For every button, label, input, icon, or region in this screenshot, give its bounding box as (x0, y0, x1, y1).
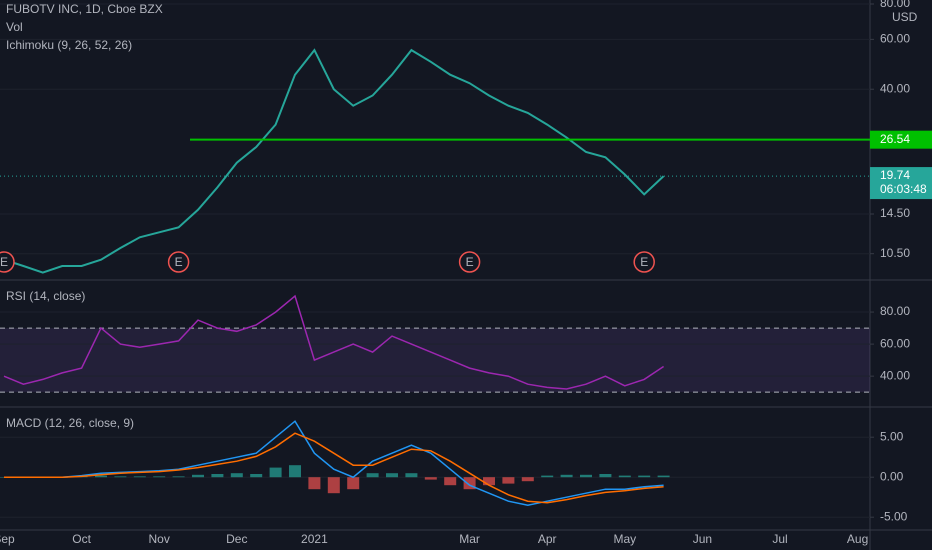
last-price-label: 19.74 (880, 168, 910, 182)
y-tick-label: 40.00 (880, 368, 910, 382)
histogram-bar (444, 477, 457, 486)
histogram-bar (230, 473, 243, 478)
histogram-bar (386, 473, 398, 478)
x-tick-label: Dec (226, 532, 247, 546)
histogram-bar (133, 476, 146, 478)
countdown-label: 06:03:48 (880, 182, 927, 196)
y-tick-label: 10.50 (880, 246, 910, 260)
y-tick-label: 14.50 (880, 206, 910, 220)
histogram-bar (618, 475, 631, 478)
series-line (3, 294, 665, 390)
histogram-bar (405, 473, 418, 478)
histogram-bar (172, 476, 185, 478)
y-tick-label: -5.00 (880, 509, 908, 523)
rsi-band (0, 328, 870, 393)
y-tick-label: 80.00 (880, 0, 910, 10)
histogram-bar (250, 474, 263, 478)
y-tick-label: 40.00 (880, 81, 910, 95)
y-tick-label: 5.00 (880, 429, 904, 443)
pane-title: RSI (14, close) (6, 289, 85, 303)
pane-subtitle: Ichimoku (9, 26, 52, 26) (6, 38, 132, 52)
series-line (4, 420, 664, 506)
event-marker (458, 251, 481, 273)
histogram-bar (541, 475, 554, 478)
y-tick-label: 60.00 (880, 336, 910, 350)
histogram-bar (95, 475, 107, 478)
x-tick-label: Apr (538, 532, 557, 546)
y-tick-label: 60.00 (880, 32, 910, 46)
last-price-box (870, 167, 932, 200)
hline-label: 26.54 (880, 132, 910, 146)
event-marker (0, 251, 15, 273)
histogram-bar (347, 477, 360, 490)
histogram-bar (638, 475, 651, 478)
pane-title: MACD (12, 26, close, 9) (6, 416, 134, 430)
histogram-bar (502, 477, 515, 484)
pane-subtitle: Vol (6, 20, 23, 34)
histogram-bar (424, 477, 437, 480)
histogram-bar (153, 476, 166, 478)
x-tick-label: Oct (72, 532, 91, 546)
event-label: E (466, 255, 474, 269)
event-marker (633, 251, 655, 273)
histogram-bar (657, 475, 670, 478)
x-tick-label: Aug (847, 532, 868, 546)
x-tick-label: Jun (693, 532, 712, 546)
histogram-bar (289, 465, 301, 478)
event-label: E (640, 255, 648, 269)
event-label: E (0, 255, 8, 269)
x-tick-label: Nov (149, 532, 170, 546)
histogram-bar (483, 477, 495, 486)
series-line (3, 48, 665, 274)
event-marker (167, 251, 190, 273)
histogram-bar (192, 474, 204, 478)
hline-label-box (870, 130, 932, 149)
histogram-bar (211, 474, 224, 478)
event-label: E (175, 255, 183, 269)
pane-title: FUBOTV INC, 1D, Cboe BZX (6, 2, 163, 16)
series-line (4, 432, 664, 504)
histogram-bar (366, 473, 379, 478)
histogram-bar (580, 474, 592, 478)
histogram-bar (269, 467, 282, 478)
x-tick-label: 2021 (301, 532, 328, 546)
histogram-bar (599, 474, 612, 478)
x-tick-label: May (613, 532, 636, 546)
x-tick-label: Mar (459, 532, 480, 546)
histogram-bar (327, 477, 340, 494)
histogram-bar (308, 477, 321, 490)
unit-label: USD (892, 10, 918, 24)
y-tick-label: 80.00 (880, 304, 910, 318)
histogram-bar (114, 476, 127, 478)
histogram-bar (521, 477, 534, 482)
x-tick-label: Sep (0, 532, 15, 546)
y-tick-label: 0.00 (880, 469, 904, 483)
histogram-bar (560, 474, 573, 478)
x-tick-label: Jul (772, 532, 787, 546)
